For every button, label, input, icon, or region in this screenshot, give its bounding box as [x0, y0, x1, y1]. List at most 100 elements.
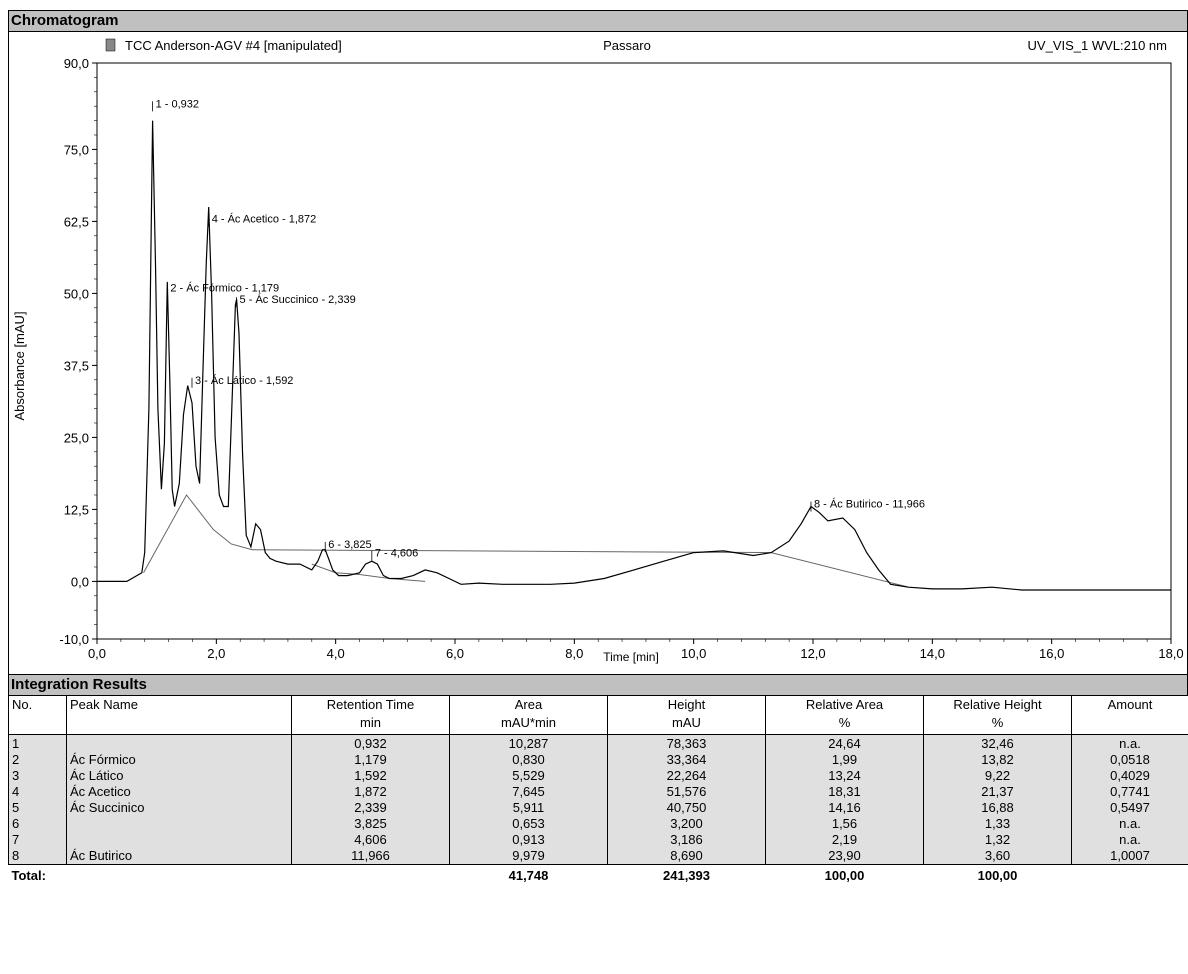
cell-retention-time: 0,932 [291, 734, 450, 752]
total-label: Total: [8, 864, 67, 887]
x-tick-label: 4,0 [327, 646, 345, 661]
column-header-title: Relative Height [953, 697, 1042, 712]
cell-area: 0,653 [449, 816, 608, 832]
cell-retention-time: 1,179 [291, 752, 450, 768]
cell-no: 7 [8, 832, 67, 848]
column-header: Area mAU*min [449, 696, 608, 735]
cell-relative-area: 1,56 [765, 816, 924, 832]
x-tick-label: 2,0 [207, 646, 225, 661]
chart-header-right: UV_VIS_1 WVL:210 nm [1028, 38, 1167, 53]
integration-baseline [311, 563, 426, 582]
cell-amount: n.a. [1071, 816, 1188, 832]
integration-section-title: Integration Results [8, 674, 1188, 696]
cell-retention-time: 3,825 [291, 816, 450, 832]
y-tick-label: 50,0 [64, 286, 89, 301]
cell-height: 3,200 [607, 816, 766, 832]
document-icon [105, 38, 116, 52]
y-tick-label: 25,0 [64, 430, 89, 445]
cell-area: 7,645 [449, 784, 608, 800]
column-header-title: Height [667, 697, 706, 712]
chromatogram-section-title: Chromatogram [8, 10, 1188, 32]
cell-relative-area: 13,24 [765, 768, 924, 784]
cell-peak-name: Ác Fórmico [66, 752, 292, 768]
cell-height: 22,264 [607, 768, 766, 784]
table-total-row: Total: 41,748 241,393 100,00 100,00 [8, 864, 1188, 887]
total-height: 241,393 [607, 864, 766, 887]
cell-area: 9,979 [449, 848, 608, 865]
column-header: No. [8, 696, 67, 735]
cell-relative-area: 2,19 [765, 832, 924, 848]
cell-peak-name: Ác Butirico [66, 848, 292, 865]
cell-amount: n.a. [1071, 832, 1188, 848]
cell-height: 3,186 [607, 832, 766, 848]
table-row: 3 Ác Lático 1,592 5,529 22,264 13,24 9,22 0,402… [8, 768, 1188, 784]
cell-no: 1 [8, 734, 67, 752]
cell-height: 8,690 [607, 848, 766, 865]
cell-no: 6 [8, 816, 67, 832]
cell-amount: 0,7741 [1071, 784, 1188, 800]
cell-amount: 1,0007 [1071, 848, 1188, 865]
chromatogram-chart: TCC Anderson-AGV #4 [manipulated] Passar… [12, 38, 1184, 664]
column-header: Relative Area% [765, 696, 924, 735]
cell-peak-name: Ác Lático [66, 768, 292, 784]
cell-retention-time: 4,606 [291, 832, 450, 848]
table-row: 8 Ác Butirico 11,966 9,979 8,690 23,90 3,60 1,0… [8, 848, 1188, 865]
total-empty-cell [291, 864, 450, 887]
peak-label: 8 - Ác Butirico - 11,966 [814, 498, 925, 511]
x-tick-label: 10,0 [681, 646, 706, 661]
column-header: Height mAU [607, 696, 766, 735]
x-tick-label: 6,0 [446, 646, 464, 661]
y-tick-label: 62,5 [64, 214, 89, 229]
cell-relative-area: 14,16 [765, 800, 924, 816]
column-header: Relative Height% [923, 696, 1072, 735]
column-header-title: Relative Area [805, 697, 884, 712]
total-relative-area: 100,00 [765, 864, 924, 887]
cell-relative-height: 3,60 [923, 848, 1072, 865]
column-header-unit: % [991, 715, 1004, 730]
column-header-unit: % [838, 715, 851, 730]
cell-peak-name [66, 832, 292, 848]
cell-relative-area: 24,64 [765, 734, 924, 752]
peak-label: 3 - Ác Lático - 1,592 [195, 374, 293, 387]
chromatogram-chart-frame: TCC Anderson-AGV #4 [manipulated] Passar… [8, 31, 1188, 674]
integration-results-table: No. Peak Name Retention Time min Area mAU*min… [8, 696, 1188, 887]
integration-baseline [143, 494, 909, 588]
table-row: 7 4,606 0,913 3,186 2,19 1,32 n.a. [8, 832, 1188, 848]
chart-header-center: Passaro [603, 38, 651, 53]
peak-label: 7 - 4,606 [375, 548, 418, 560]
x-tick-label: 0,0 [88, 646, 106, 661]
table-row: 6 3,825 0,653 3,200 1,56 1,33 n.a. [8, 816, 1188, 832]
column-header: Retention Time min [291, 696, 450, 735]
cell-amount: 0,4029 [1071, 768, 1188, 784]
table-row: 5 Ác Succinico 2,339 5,911 40,750 14,16 16,88 0… [8, 800, 1188, 816]
cell-peak-name: Ác Acetico [66, 784, 292, 800]
column-header-title: Retention Time [326, 697, 415, 712]
cell-area: 0,913 [449, 832, 608, 848]
table-row: 4 Ác Acetico 1,872 7,645 51,576 18,31 21,37 0,7… [8, 784, 1188, 800]
cell-relative-height: 1,33 [923, 816, 1072, 832]
column-header-title: Amount [1107, 697, 1153, 712]
y-tick-label: -10,0 [59, 632, 89, 647]
cell-retention-time: 1,872 [291, 784, 450, 800]
x-tick-label: 14,0 [920, 646, 945, 661]
cell-relative-height: 21,37 [923, 784, 1072, 800]
peak-label: 2 - Ác Fórmico - 1,179 [170, 282, 279, 295]
cell-area: 10,287 [449, 734, 608, 752]
cell-no: 8 [8, 848, 67, 865]
total-empty-cell [66, 864, 292, 887]
total-area: 41,748 [449, 864, 608, 887]
cell-height: 40,750 [607, 800, 766, 816]
peak-label: 5 - Ác Succinico - 2,339 [240, 293, 356, 306]
y-axis-label: Absorbance [mAU] [12, 311, 27, 420]
cell-peak-name [66, 816, 292, 832]
x-tick-label: 12,0 [800, 646, 825, 661]
table-row: 2 Ác Fórmico 1,179 0,830 33,364 1,99 13,82 0,05… [8, 752, 1188, 768]
peak-label: 4 - Ác Acetico - 1,872 [212, 213, 317, 226]
x-axis-label: Time [min] [603, 650, 659, 664]
y-tick-label: 12,5 [64, 502, 89, 517]
cell-area: 5,911 [449, 800, 608, 816]
column-header-title: No. [12, 697, 33, 712]
column-header: Amount [1071, 696, 1188, 735]
total-relative-height: 100,00 [923, 864, 1072, 887]
cell-height: 33,364 [607, 752, 766, 768]
